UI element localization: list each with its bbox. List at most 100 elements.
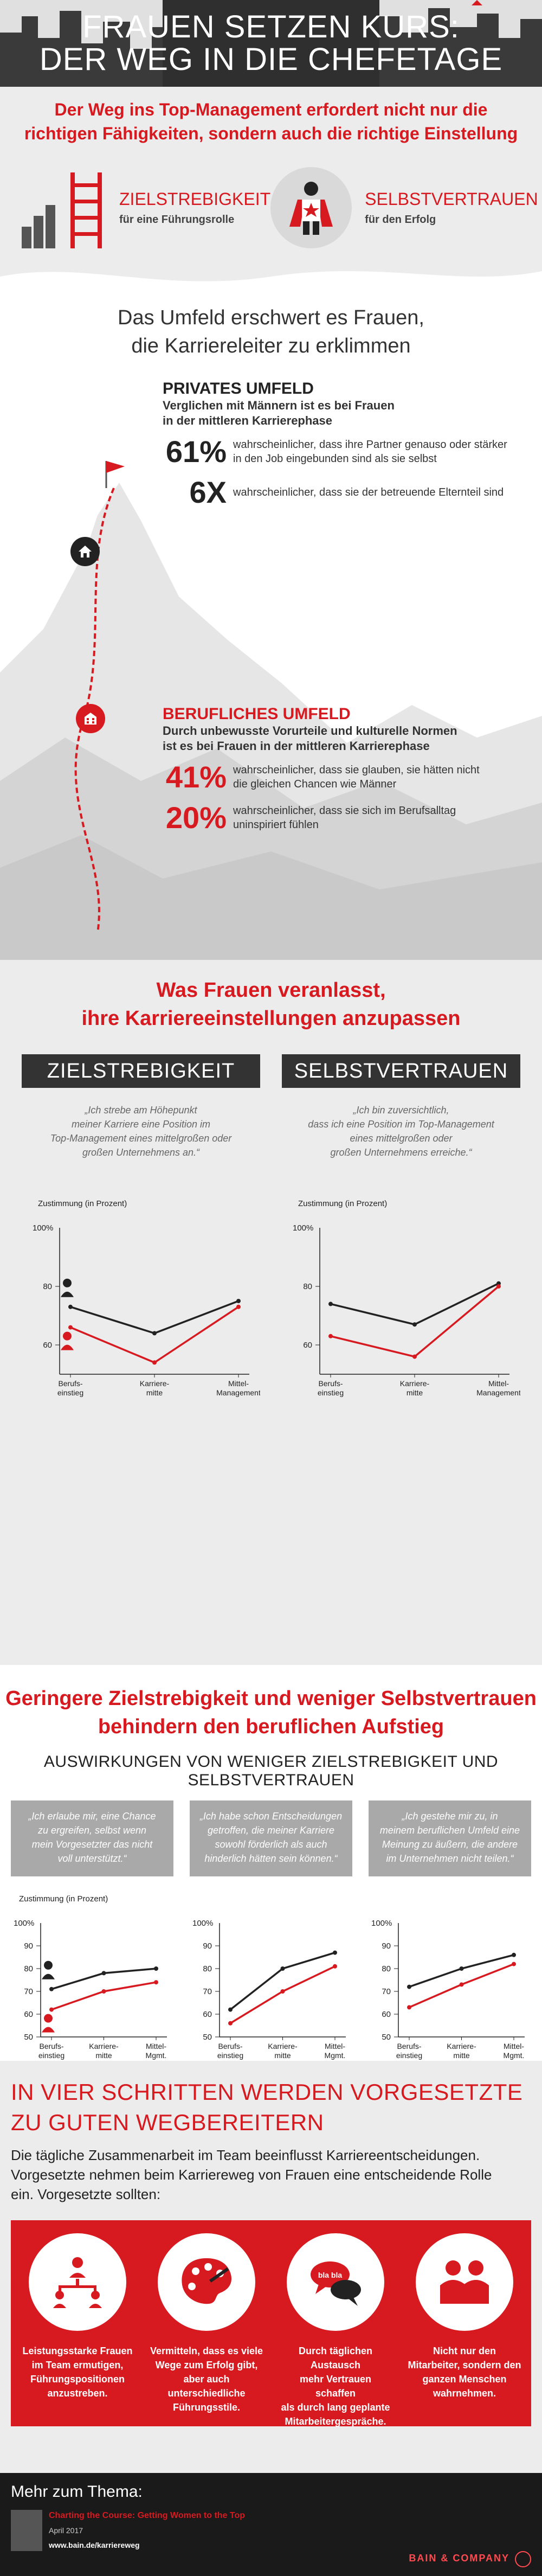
x-tick-label: Karriere-mitte	[447, 2042, 476, 2060]
y-tick-label: 90	[382, 1941, 391, 1951]
y-tick-label: 90	[24, 1941, 33, 1951]
y-tick-label: 100%	[192, 1919, 213, 1928]
y-tick-label: 90	[203, 1941, 212, 1951]
line-chart: Zustimmung (in Prozent) 100% 50 60 70 80 90 Ber…	[14, 1894, 167, 2060]
step-text-line: Durch täglichen Austausch	[298, 2346, 373, 2370]
series-line	[51, 1981, 157, 2011]
stat-description-line-1: wahrscheinlicher, dass sie glauben, sie …	[233, 764, 480, 776]
impact-title: Geringere Zielstrebigkeit und weniger Se…	[0, 1684, 542, 1741]
man-icon-head	[44, 1960, 53, 1970]
flag-icon	[106, 461, 125, 473]
environment-title: Das Umfeld erschwert es Frauen, die Karr…	[0, 304, 542, 360]
palette-icon	[158, 2233, 255, 2331]
data-point	[333, 1950, 337, 1955]
y-tick-label: 80	[24, 1964, 33, 1973]
attitude-pair: ZIELSTREBIGKEIT für eine Führungsrolle	[22, 167, 538, 248]
step-text-line: anzustreben.	[47, 2388, 108, 2399]
x-tick-label: Mittel-Mgmt.	[146, 2042, 167, 2060]
stat-row: 6X wahrscheinlicher, dass sie der betreu…	[163, 475, 531, 510]
stat-description: wahrscheinlicher, dass sie sich im Beruf…	[233, 804, 456, 832]
ambition-column-label: ZIELSTREBIGKEIT	[22, 1054, 260, 1088]
line-chart: 100% 50 60 70 80 90 Berufs-einstieg Karriere-mi…	[371, 1919, 525, 2060]
private-subheading-line-2: in der mittleren Karrierephase	[163, 414, 333, 427]
stat-row: 61% wahrscheinlicher, dass ihre Partner …	[163, 434, 531, 469]
private-subheading: Verglichen mit Männern ist es bei Frauen…	[163, 398, 531, 428]
y-tick-label: 80	[382, 1964, 391, 1973]
stat-number: 61%	[165, 434, 227, 469]
woman-icon-body	[61, 1344, 74, 1350]
ambition-column: ZIELSTREBIGKEIT „Ich strebe am Höhepunkt…	[22, 1054, 261, 1420]
stat-number: 6X	[189, 475, 227, 509]
report-thumbnail	[11, 2510, 42, 2551]
quote-line: voll unterstützt.“	[57, 1853, 127, 1864]
stat-description-line-2: die gleichen Chancen wie Männer	[233, 778, 397, 790]
attitude-title-line-1: Was Frauen veranlasst,	[156, 979, 386, 1002]
man-icon-body	[61, 1291, 74, 1297]
data-point	[49, 1987, 54, 1991]
impact-quote: „Ich gestehe mir zu, in meinem beruflich…	[369, 1800, 531, 1876]
steps-section: IN VIER SCHRITTEN WERDEN VORGESETZTE ZU …	[0, 2061, 542, 2473]
y-tick-label: 80	[203, 1964, 212, 1973]
y-tick-label: 70	[24, 1987, 33, 1996]
stat-description: wahrscheinlicher, dass sie glauben, sie …	[233, 763, 480, 791]
private-environment: PRIVATES UMFELD Verglichen mit Männern i…	[163, 380, 531, 510]
ambition-chart: Zustimmung (in Prozent) 100% 60 80 Berufs-ei…	[22, 1190, 261, 1420]
data-point	[280, 1966, 285, 1971]
intro-lead-line-1: Der Weg ins Top-Management erfordert nic…	[54, 100, 488, 119]
private-subheading-line-1: Verglichen mit Männern ist es bei Frauen	[163, 399, 395, 412]
brand-logo: BAIN & COMPANY	[409, 2553, 509, 2564]
x-tick-label: Mittel-Management	[476, 1379, 520, 1397]
y-tick-label: 60	[203, 2010, 212, 2019]
quote-line: großen Unternehmens an.“	[82, 1147, 200, 1158]
steps-intro-line: Vorgesetzte nehmen beim Karriereweg von …	[11, 2167, 492, 2183]
y-tick-label: 60	[382, 2010, 391, 2019]
more-heading: Mehr zum Thema:	[11, 2483, 143, 2501]
step-text-line: ganzen Menschen	[422, 2374, 507, 2385]
data-point	[152, 1331, 157, 1336]
wave-divider	[0, 271, 542, 293]
step-item: bla bla Durch täglichen Austausch mehr V…	[279, 2233, 392, 2427]
y-tick-label: 60	[24, 2010, 33, 2019]
confidence-quote: „Ich bin zuversichtlich, dass ich eine P…	[282, 1103, 520, 1179]
house-icon	[70, 537, 100, 566]
confidence-column-label: SELBSTVERTRAUEN	[282, 1054, 520, 1088]
steps-title: IN VIER SCHRITTEN WERDEN VORGESETZTE ZU …	[11, 2077, 531, 2138]
title-line-1: FRAUEN SETZEN KURS:	[82, 9, 460, 44]
step-text-line: aber auch unterschiedliche	[167, 2374, 246, 2399]
page-title: FRAUEN SETZEN KURS: DER WEG IN DIE CHEFE…	[0, 11, 542, 76]
axis-label: Zustimmung (in Prozent)	[19, 1894, 108, 1904]
skyline-graphic	[0, 0, 542, 87]
url-link[interactable]: www.bain.de/karriereweg	[49, 2541, 140, 2549]
private-heading: PRIVATES UMFELD	[163, 380, 314, 398]
confidence-sublabel: für den Erfolg	[365, 214, 436, 226]
environment-title-line-1: Das Umfeld erschwert es Frauen,	[118, 306, 424, 329]
steps-intro-line: Die tägliche Zusammenarbeit im Team beei…	[11, 2147, 480, 2163]
people-icon	[416, 2233, 513, 2331]
report-link[interactable]: Charting the Course: Getting Women to th…	[49, 2511, 246, 2520]
step-text-line: Leistungsstarke Frauen	[22, 2346, 133, 2356]
data-point	[101, 1989, 106, 1994]
x-tick-label: Karriere-mitte	[268, 2042, 298, 2060]
quote-line: dass ich eine Position im Top-Management	[308, 1119, 494, 1130]
ladder-icon	[22, 172, 102, 248]
quote-line: „Ich bin zuversichtlich,	[353, 1105, 449, 1116]
line-chart: Zustimmung (in Prozent) 100% 60 80 Berufs-ei…	[293, 1199, 521, 1397]
data-point	[412, 1322, 417, 1327]
attitude-columns: ZIELSTREBIGKEIT „Ich strebe am Höhepunkt…	[0, 1054, 542, 1420]
quote-line: meiner Karriere eine Position im	[71, 1119, 211, 1130]
data-point	[412, 1354, 417, 1359]
speech-bubbles-icon: bla bla	[287, 2233, 384, 2331]
professional-subheading: Durch unbewusste Vorurteile und kulturel…	[163, 723, 531, 754]
professional-heading: BERUFLICHES UMFELD	[163, 705, 351, 723]
brand-mark-icon	[515, 2551, 531, 2567]
quote-line: meinem beruflichen Umfeld eine	[379, 1825, 520, 1836]
axis-label: Zustimmung (in Prozent)	[38, 1199, 127, 1208]
environment-section: Das Umfeld erschwert es Frauen, die Karr…	[0, 293, 542, 960]
data-point	[152, 1360, 157, 1365]
attitude-title-line-2: ihre Karriereeinstellungen anzupassen	[81, 1007, 461, 1030]
y-tick-label: 50	[203, 2033, 212, 2042]
quote-line: eines mittelgroßen oder	[350, 1133, 453, 1144]
environment-title-line-2: die Karriereleiter zu erklimmen	[131, 335, 411, 357]
data-point	[68, 1325, 73, 1330]
